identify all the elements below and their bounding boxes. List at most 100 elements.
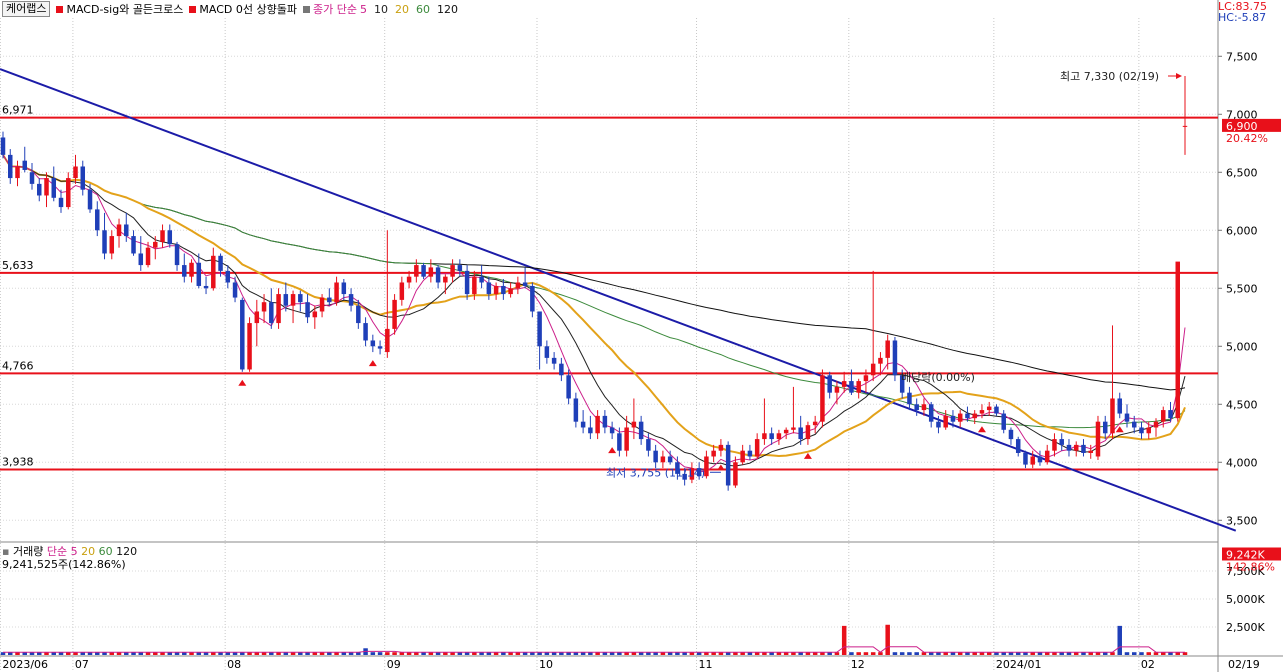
volume-bar	[943, 652, 948, 655]
candle	[762, 398, 767, 445]
candle	[682, 468, 687, 486]
candle-body	[849, 381, 854, 393]
volume-bar	[551, 652, 557, 655]
volume-bar	[269, 652, 274, 655]
volume-bar	[1117, 625, 1122, 655]
candle-body	[609, 427, 615, 434]
candle	[116, 218, 122, 248]
volume-bar	[421, 652, 426, 655]
candle	[704, 450, 709, 479]
horizontal-level-label: 6,971	[2, 104, 34, 117]
candle	[450, 259, 455, 283]
volume-bar	[399, 652, 405, 655]
volume-bar	[537, 652, 542, 655]
candle-body	[348, 294, 354, 306]
price-tick-label: 6,500	[1226, 166, 1258, 179]
price-tick-label: 4,500	[1226, 398, 1258, 411]
candle-body	[957, 413, 963, 422]
candle-body	[1066, 444, 1072, 451]
volume-current: 9,241,525주(142.86%)	[2, 558, 126, 571]
candle	[950, 410, 956, 428]
candle-body	[544, 346, 550, 358]
volume-bar	[704, 652, 709, 655]
candle-body	[827, 375, 832, 393]
candle	[711, 444, 716, 463]
candle	[1059, 433, 1064, 451]
candle	[406, 270, 412, 289]
volume-bar	[566, 652, 571, 655]
candle	[522, 267, 528, 289]
signal-up-marker	[716, 464, 725, 471]
lc-label: LC:83.75	[1218, 0, 1268, 13]
volume-bar	[153, 652, 158, 655]
candle	[580, 410, 586, 434]
volume-bar	[370, 652, 376, 655]
volume-bar	[1131, 652, 1137, 655]
volume-bar	[73, 652, 78, 655]
candle	[167, 224, 173, 248]
stock-name-selector[interactable]: 케어랩스	[2, 1, 51, 17]
candle	[1088, 444, 1093, 459]
volume-bar	[646, 652, 651, 655]
volume-bar	[479, 652, 484, 655]
volume-bar	[725, 652, 731, 655]
candle-body	[841, 381, 847, 387]
volume-legend: ▪ 거래량 단순 5 20 60 120 9,241,525주(142.86%)	[2, 545, 137, 571]
candle-body	[334, 282, 339, 303]
candle-body	[472, 276, 477, 295]
candle-body	[754, 439, 760, 457]
signal-up-marker	[608, 447, 617, 454]
candle	[617, 427, 622, 457]
candle	[269, 288, 274, 329]
candle-body	[66, 178, 71, 208]
candle-body	[457, 265, 463, 271]
candle	[921, 398, 927, 416]
volume-bar	[667, 652, 673, 655]
candle	[160, 224, 165, 248]
volume-bar	[1110, 652, 1115, 655]
high-annotation-arrowhead	[1176, 73, 1182, 79]
volume-bar	[1088, 652, 1093, 655]
candle-body	[965, 413, 970, 419]
candle-body	[805, 425, 811, 440]
volume-bar	[602, 652, 608, 655]
candle-body	[747, 450, 753, 457]
volume-bar	[588, 652, 593, 655]
candle	[1008, 427, 1014, 445]
volume-bar	[711, 652, 716, 655]
candle-body	[1110, 398, 1115, 434]
volume-bar	[798, 652, 803, 655]
candle-body	[812, 421, 818, 426]
candle	[44, 172, 49, 208]
candle	[878, 352, 883, 376]
candle	[109, 230, 115, 260]
candle-body	[479, 276, 484, 283]
volume-bar	[733, 652, 738, 655]
volume-bar	[892, 652, 898, 655]
candle	[276, 288, 281, 329]
volume-bar	[863, 652, 869, 655]
candle-body	[377, 346, 383, 349]
ma-period-120: 120	[436, 2, 458, 16]
candle	[551, 352, 557, 370]
volume-bar	[51, 652, 57, 655]
ma-period-5: 5	[359, 2, 367, 16]
trendline	[0, 68, 1237, 532]
hc-label: HC:-5.87	[1218, 11, 1267, 24]
candle	[566, 369, 571, 405]
x-tick-label: 07	[75, 658, 89, 671]
volume-bar	[493, 652, 499, 655]
candle-body	[305, 302, 310, 318]
x-tick-label: 11	[699, 658, 713, 671]
volume-tick-label: 5,000K	[1226, 593, 1265, 606]
signal-legend-1: MACD-sig와 골든크로스	[56, 1, 183, 17]
last-volume-pct-label: 142.86%	[1226, 560, 1275, 573]
candle	[1030, 450, 1035, 469]
candle-body	[551, 357, 557, 364]
volume-bar	[290, 652, 296, 655]
candle-body	[493, 285, 499, 295]
volume-bar	[95, 652, 100, 655]
candle-body	[1088, 450, 1093, 453]
volume-bar	[276, 652, 281, 655]
